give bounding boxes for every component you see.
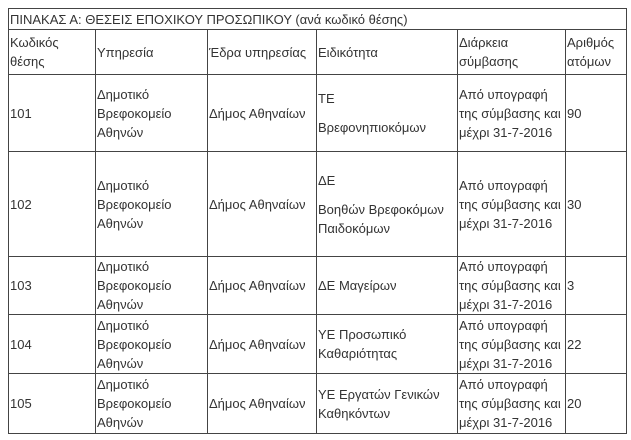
specialty-line: ΥΕ Εργατών Γενικών Καθηκόντων (318, 386, 440, 421)
cell-count: 30 (564, 151, 628, 257)
cell-specialty: ΤΕ Βρεφονηπιοκόμων (316, 74, 458, 152)
specialty-line: Βοηθών Βρεφοκόμων Παιδοκόμων (318, 201, 444, 236)
table-row: 105 Δημοτικό Βρεφοκομείο Αθηνών Δήμος Αθην… (8, 373, 628, 434)
specialty-line: ΔΕ (318, 172, 336, 188)
cell-duration: Από υπογραφή της σύμβασης και μέχρι 31-7… (457, 314, 566, 374)
positions-table: ΠΙΝΑΚΑΣ Α: ΘΕΣΕΙΣ ΕΠΟΧΙΚΟΥ ΠΡΟΣΩΠΙΚΟΥ (α… (7, 8, 628, 434)
table-title: ΠΙΝΑΚΑΣ Α: ΘΕΣΕΙΣ ΕΠΟΧΙΚΟΥ ΠΡΟΣΩΠΙΚΟΥ (α… (7, 8, 628, 30)
header-row: Κωδικός θέσης Υπηρεσία Έδρα υπηρεσίας Ει… (8, 29, 628, 75)
specialty-line: ΥΕ Προσωπικό Καθαριότητας (318, 327, 407, 361)
table-row: 101 Δημοτικό Βρεφοκομείο Αθηνών Δήμος Αθην… (8, 74, 628, 152)
cell-code: 101 (8, 74, 96, 152)
cell-code: 102 (8, 151, 96, 257)
cell-seat: Δήμος Αθηναίων (207, 314, 317, 374)
cell-specialty: ΥΕ Εργατών Γενικών Καθηκόντων (316, 373, 458, 434)
cell-specialty: ΥΕ Προσωπικό Καθαριότητας (316, 314, 458, 374)
header-seat: Έδρα υπηρεσίας (207, 29, 317, 75)
specialty-line: ΔΕ Μαγείρων (318, 278, 397, 293)
cell-seat: Δήμος Αθηναίων (207, 373, 317, 434)
cell-code: 103 (8, 256, 96, 315)
cell-service: Δημοτικό Βρεφοκομείο Αθηνών (95, 373, 208, 434)
cell-service: Δημοτικό Βρεφοκομείο Αθηνών (95, 256, 208, 315)
cell-count: 22 (564, 314, 628, 374)
cell-seat: Δήμος Αθηναίων (207, 74, 317, 152)
header-service: Υπηρεσία (95, 29, 208, 75)
specialty-line: ΤΕ (318, 91, 335, 106)
table-row: 102 Δημοτικό Βρεφοκομείο Αθηνών Δήμος Αθην… (8, 151, 628, 257)
cell-count: 20 (564, 373, 628, 434)
cell-code: 104 (8, 314, 96, 374)
cell-code: 105 (8, 373, 96, 434)
cell-count: 90 (564, 74, 628, 152)
cell-duration: Από υπογραφή της σύμβασης και μέχρι 31-7… (457, 74, 566, 152)
cell-service: Δημοτικό Βρεφοκομείο Αθηνών (95, 314, 208, 374)
header-specialty: Ειδικότητα (316, 29, 458, 75)
cell-service: Δημοτικό Βρεφοκομείο Αθηνών (95, 151, 208, 257)
cell-specialty: ΔΕ Μαγείρων (316, 256, 458, 315)
header-code: Κωδικός θέσης (8, 29, 96, 75)
header-duration: Διάρκεια σύμβασης (457, 29, 566, 75)
cell-service: Δημοτικό Βρεφοκομείο Αθηνών (95, 74, 208, 152)
cell-duration: Από υπογραφή της σύμβασης και μέχρι 31-7… (457, 373, 566, 434)
table-row: 103 Δημοτικό Βρεφοκομείο Αθηνών Δήμος Αθην… (8, 256, 628, 315)
cell-duration: Από υπογραφή της σύμβασης και μέχρι 31-7… (457, 151, 566, 257)
table-title-row: ΠΙΝΑΚΑΣ Α: ΘΕΣΕΙΣ ΕΠΟΧΙΚΟΥ ΠΡΟΣΩΠΙΚΟΥ (α… (7, 8, 628, 30)
cell-duration: Από υπογραφή της σύμβασης και μέχρι 31-7… (457, 256, 566, 315)
cell-seat: Δήμος Αθηναίων (207, 151, 317, 257)
specialty-line: Βρεφονηπιοκόμων (318, 120, 427, 135)
cell-count: 3 (564, 256, 628, 315)
cell-seat: Δήμος Αθηναίων (207, 256, 317, 315)
cell-specialty: ΔΕ Βοηθών Βρεφοκόμων Παιδοκόμων (316, 151, 458, 257)
header-count: Αριθμός ατόμων (564, 29, 628, 75)
table-row: 104 Δημοτικό Βρεφοκομείο Αθηνών Δήμος Αθην… (8, 314, 628, 374)
